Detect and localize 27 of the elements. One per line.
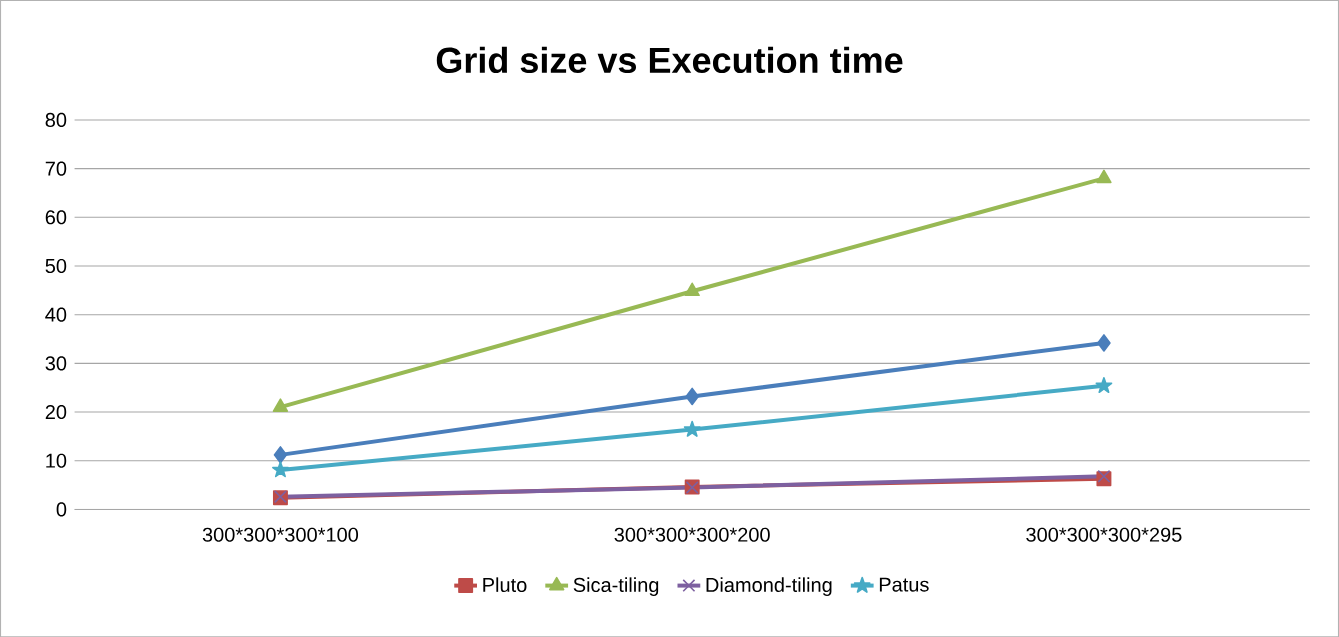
- legend-label: Diamond-tiling: [706, 577, 832, 596]
- point: [272, 398, 289, 412]
- y-tick-label: 70: [45, 161, 67, 176]
- y-tick-label: 10: [46, 453, 67, 468]
- point: [272, 461, 289, 478]
- legend-label: Sica-tiling: [573, 577, 659, 596]
- chart-title: Grid size vs Execution time: [436, 46, 903, 73]
- x-tick-label: 300*300*300*200: [614, 527, 770, 542]
- y-tick-label: 30: [45, 356, 67, 371]
- legend-label: Patus: [879, 577, 929, 592]
- point: [683, 420, 701, 437]
- point: [685, 387, 699, 406]
- point: [684, 282, 700, 296]
- y-tick-label: 60: [45, 210, 67, 225]
- y-tick-label: 20: [45, 404, 67, 419]
- y-tick-label: 0: [56, 502, 67, 517]
- y-tick-label: 40: [45, 307, 67, 322]
- point: [1096, 169, 1112, 183]
- x-tick-label: 300*300*300*295: [1026, 527, 1182, 542]
- point: [273, 445, 288, 464]
- y-tick-label: 50: [45, 258, 67, 273]
- point: [1097, 469, 1111, 483]
- x-tick-label: 300*300*300*100: [202, 527, 359, 542]
- point: [1097, 333, 1111, 352]
- legend-label: Pluto: [483, 577, 527, 592]
- y-tick-label: 80: [45, 112, 67, 127]
- point: [1095, 376, 1113, 393]
